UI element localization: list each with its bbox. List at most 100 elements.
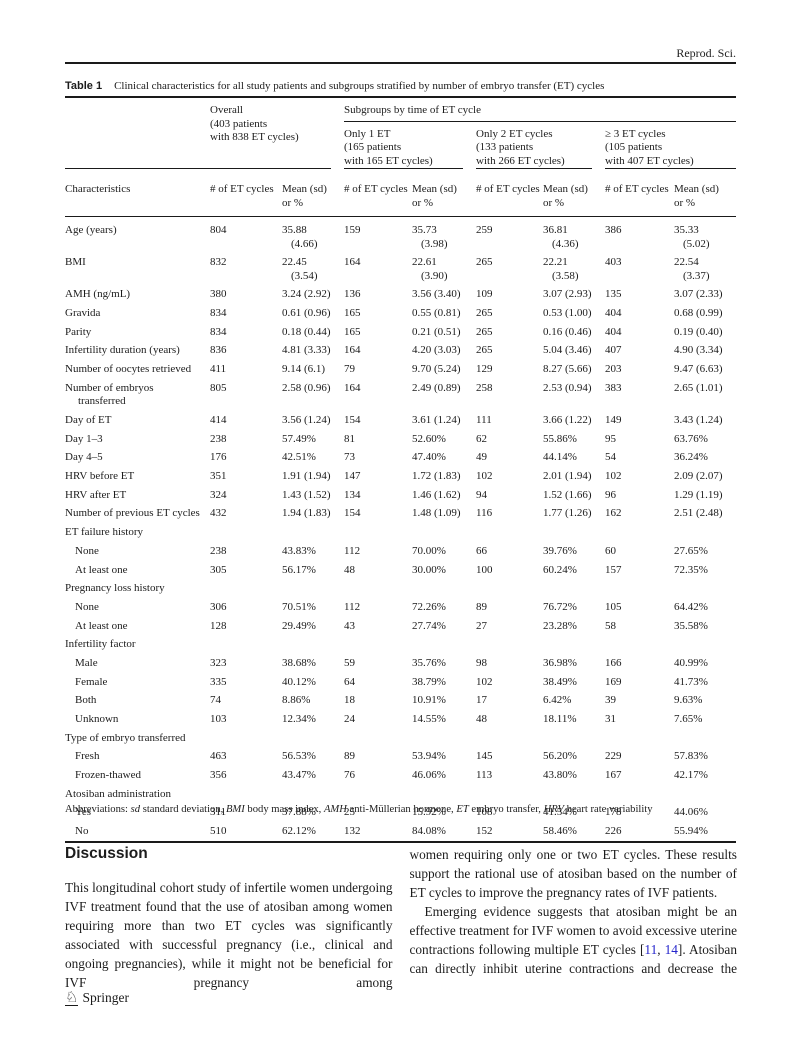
group-header-row-1: Overall (403 patients with 838 ET cycles… <box>65 97 737 143</box>
cell-value: 3.07 (2.93) <box>543 288 592 301</box>
cell-value: 58.46% <box>543 825 577 838</box>
table-row: None 306 70.51% 112 72.26% 89 76.72% 105 64.42% <box>65 598 736 617</box>
cell-value: 164 <box>344 381 361 394</box>
row-label: Number of embryos transferred <box>65 381 154 408</box>
table-row: Female 335 40.12% 64 38.79% 102 38.49% 169 41.73… <box>65 673 736 692</box>
cell-value: 351 <box>210 470 227 483</box>
cell-value: 55.94% <box>674 825 708 838</box>
cell-value: 66 <box>476 544 488 557</box>
cell-value: 40.99% <box>674 656 708 669</box>
col-header-mean: Mean (sd) or % <box>674 178 737 217</box>
cell-value: 1.94 (1.83) <box>282 507 331 520</box>
table-section-row: Atosiban administration <box>65 785 736 804</box>
cell-value: 27.74% <box>412 619 446 632</box>
cell-value: 12.34% <box>282 713 316 725</box>
cell-value: 27 <box>476 619 488 632</box>
group-header-only-1-et: Only 1 ET (165 patients with 165 ET cycl… <box>344 127 433 167</box>
cell-value: 1.91 (1.94) <box>282 470 331 483</box>
cell-value: 164 <box>344 344 361 357</box>
cell-value: 39 <box>605 694 617 707</box>
cell-value: 57.49% <box>282 432 316 445</box>
cell-value: 74 <box>210 694 221 707</box>
table-row: Both 74 8.86% 18 10.91% 17 6.42% 39 9.63% <box>65 692 736 711</box>
table-section-row: ET failure history <box>65 524 736 543</box>
cell-value: 165 <box>344 307 361 320</box>
cell-value: 52.60% <box>412 432 446 445</box>
publisher-name: Springer <box>82 989 129 1005</box>
cell-value: 5.04 (3.46) <box>543 344 592 357</box>
cell-value: 229 <box>605 750 622 763</box>
table-row: Day 1–3 238 57.49% 81 52.60% 62 55.86% 95 63.76% <box>65 430 736 449</box>
row-label: BMI <box>65 256 86 269</box>
table-row: Day of ET 414 3.56 (1.24) 154 3.61 (1.24) 111… <box>65 411 736 430</box>
cell-value: 102 <box>476 675 493 688</box>
citation-link[interactable]: 11 <box>644 942 658 957</box>
cell-value: 238 <box>210 432 227 445</box>
cell-value: 41.54% <box>543 806 577 819</box>
row-label: HRV after ET <box>65 488 127 501</box>
cell-value: 4.20 (3.03) <box>412 344 461 357</box>
cell-value: 265 <box>476 256 493 269</box>
table-row: Unknown 103 12.34% 24 14.55% 48 18.11% 31 7.65% <box>65 710 736 729</box>
cell-value: 129 <box>476 363 493 376</box>
cell-value: 113 <box>476 769 493 782</box>
cell-value: 165 <box>344 325 361 338</box>
row-label: Infertility duration (years) <box>65 344 180 357</box>
cell-value: 159 <box>344 224 361 236</box>
cell-value: 100 <box>476 563 493 576</box>
cell-value: 35.73 (3.98) <box>412 224 448 250</box>
col-header-n-cycles: # of ET cycles <box>344 178 413 217</box>
cell-value: 112 <box>344 600 361 613</box>
cell-value: 2.58 (0.96) <box>282 381 331 394</box>
group-header-row-2: Only 1 ET (165 patients with 165 ET cycl… <box>65 121 736 168</box>
cell-value: 95 <box>605 432 617 445</box>
row-label: Day of ET <box>65 414 112 426</box>
cell-value: 0.19 (0.40) <box>674 325 723 338</box>
cell-value: 64 <box>344 675 356 688</box>
cell-value: 834 <box>210 307 227 320</box>
cell-value: 18 <box>344 694 356 707</box>
cell-value: 15.92% <box>412 806 446 819</box>
table-row: None 238 43.83% 112 70.00% 66 39.76% 60 27.65% <box>65 542 736 561</box>
cell-value: 836 <box>210 344 227 357</box>
cell-value: 96 <box>605 488 617 501</box>
cell-value: 145 <box>476 750 493 763</box>
cell-value: 35.58% <box>674 619 708 632</box>
cell-value: 3.56 (1.24) <box>282 414 331 426</box>
cell-value: 56.53% <box>282 750 316 763</box>
table-row: Day 4–5 176 42.51% 73 47.40% 49 44.14% 54 36.24% <box>65 449 736 468</box>
cell-value: 0.61 (0.96) <box>282 307 331 320</box>
cell-value: 111 <box>476 414 492 426</box>
cell-value: 36.98% <box>543 656 577 669</box>
footnote-text: Abbreviations: <box>65 804 131 815</box>
cell-value: 116 <box>476 507 493 520</box>
cell-value: 62.12% <box>282 825 316 838</box>
cell-value: 43.47% <box>282 769 316 782</box>
table-row: BMI 832 22.45 (3.54) 164 22.61 (3.90) 265 22.21(… <box>65 254 736 286</box>
row-label: Parity <box>65 325 92 338</box>
row-label: Age (years) <box>65 224 117 236</box>
cell-value: 805 <box>210 381 227 394</box>
discussion-heading: Discussion <box>65 845 148 862</box>
cell-value: 136 <box>344 288 361 301</box>
citation-link[interactable]: 14 <box>664 942 678 957</box>
cell-value: 0.68 (0.99) <box>674 307 723 320</box>
cell-value: 324 <box>210 488 227 501</box>
cell-value: 157 <box>605 563 622 576</box>
cell-value: 414 <box>210 414 227 426</box>
cell-value: 258 <box>476 381 493 394</box>
right-column: women requiring only one or two ET cycle… <box>410 845 738 992</box>
cell-value: 176 <box>210 451 227 464</box>
table-row: At least one 305 56.17% 48 30.00% 100 60.24% 15… <box>65 561 736 580</box>
springer-logo-icon: ♘ <box>65 988 79 1006</box>
abbreviation-term: BMI <box>225 804 245 815</box>
table-footnote: Abbreviations: sd standard deviation, BM… <box>65 803 736 816</box>
cell-value: 73 <box>344 451 356 464</box>
cell-value: 49 <box>476 451 488 464</box>
col-header-mean: Mean (sd) or % <box>282 178 345 217</box>
table-row: Number of previous ET cycles 432 1.94 (1.8… <box>65 505 736 524</box>
cell-value: 162 <box>605 507 622 520</box>
cell-value: 3.66 (1.22) <box>543 414 592 426</box>
cell-value: 14.55% <box>412 713 446 725</box>
